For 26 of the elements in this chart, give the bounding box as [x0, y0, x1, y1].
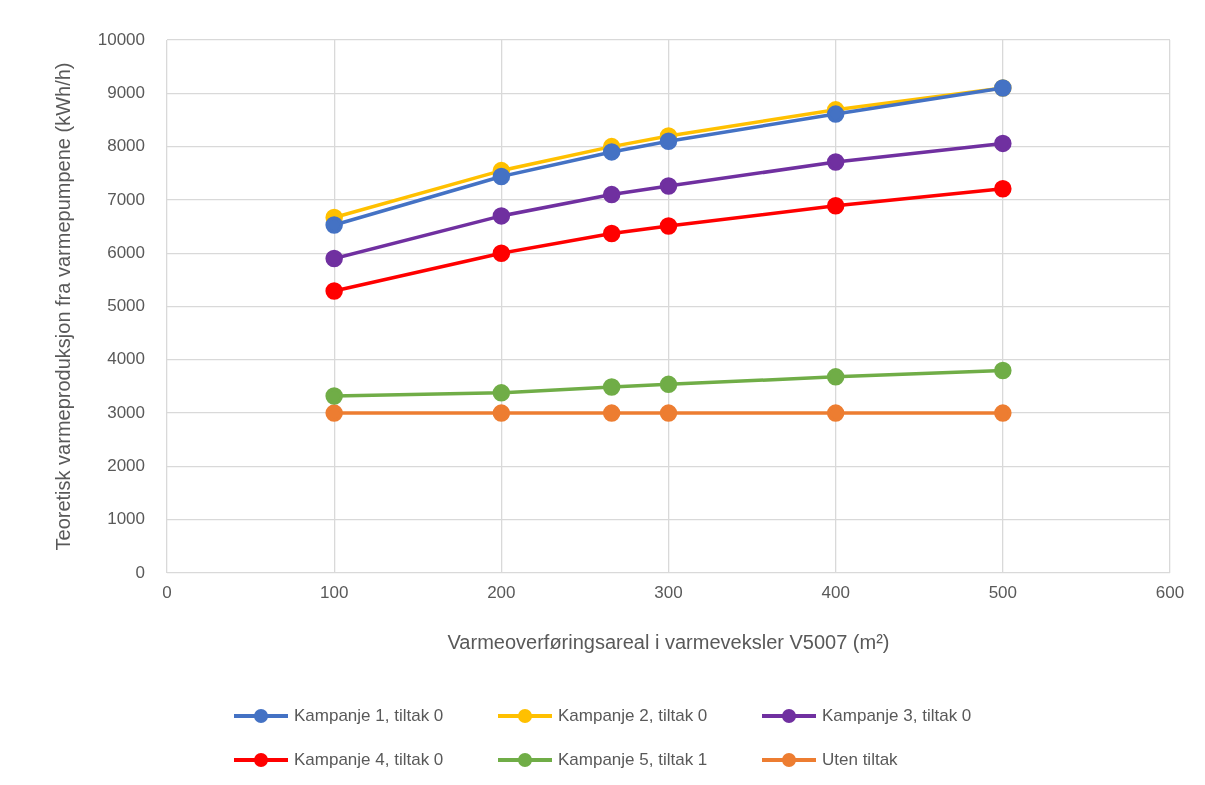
y-tick-label: 0 — [135, 562, 145, 582]
y-tick-label: 8000 — [107, 136, 145, 156]
x-tick-label: 100 — [319, 582, 349, 602]
y-tick-label: 2000 — [107, 456, 145, 476]
x-tick-label: 300 — [654, 582, 683, 602]
legend-label: Kampanje 5, tiltak 1 — [558, 750, 708, 770]
x-tick-label: 500 — [988, 582, 1018, 602]
y-tick-label: 9000 — [107, 82, 145, 102]
y-tick-label: 1000 — [107, 509, 145, 529]
legend-label: Kampanje 1, tiltak 0 — [294, 706, 444, 726]
legend-label: Kampanje 3, tiltak 0 — [822, 706, 972, 726]
x-tick-label: 400 — [821, 582, 850, 602]
y-axis-title: Teoretisk varmeproduksjon fra varmepumpene (kWh/h) — [51, 62, 74, 551]
legend-label: Kampanje 4, tiltak 0 — [294, 750, 444, 770]
y-tick-label: 10000 — [97, 29, 145, 49]
legend-label: Uten tiltak — [822, 750, 898, 770]
x-tick-label: 600 — [1155, 582, 1185, 602]
y-tick-label: 7000 — [107, 189, 145, 209]
x-axis-title: Varmeoverføringsareal i varmeveksler V5007 (m²) — [447, 630, 890, 653]
y-tick-label: 5000 — [107, 296, 145, 316]
x-tick-label: 0 — [162, 582, 172, 602]
legend-label: Kampanje 2, tiltak 0 — [558, 706, 708, 726]
y-tick-label: 4000 — [107, 349, 145, 369]
y-tick-label: 3000 — [107, 402, 145, 422]
x-tick-label: 200 — [487, 582, 516, 602]
y-tick-label: 6000 — [107, 242, 145, 262]
